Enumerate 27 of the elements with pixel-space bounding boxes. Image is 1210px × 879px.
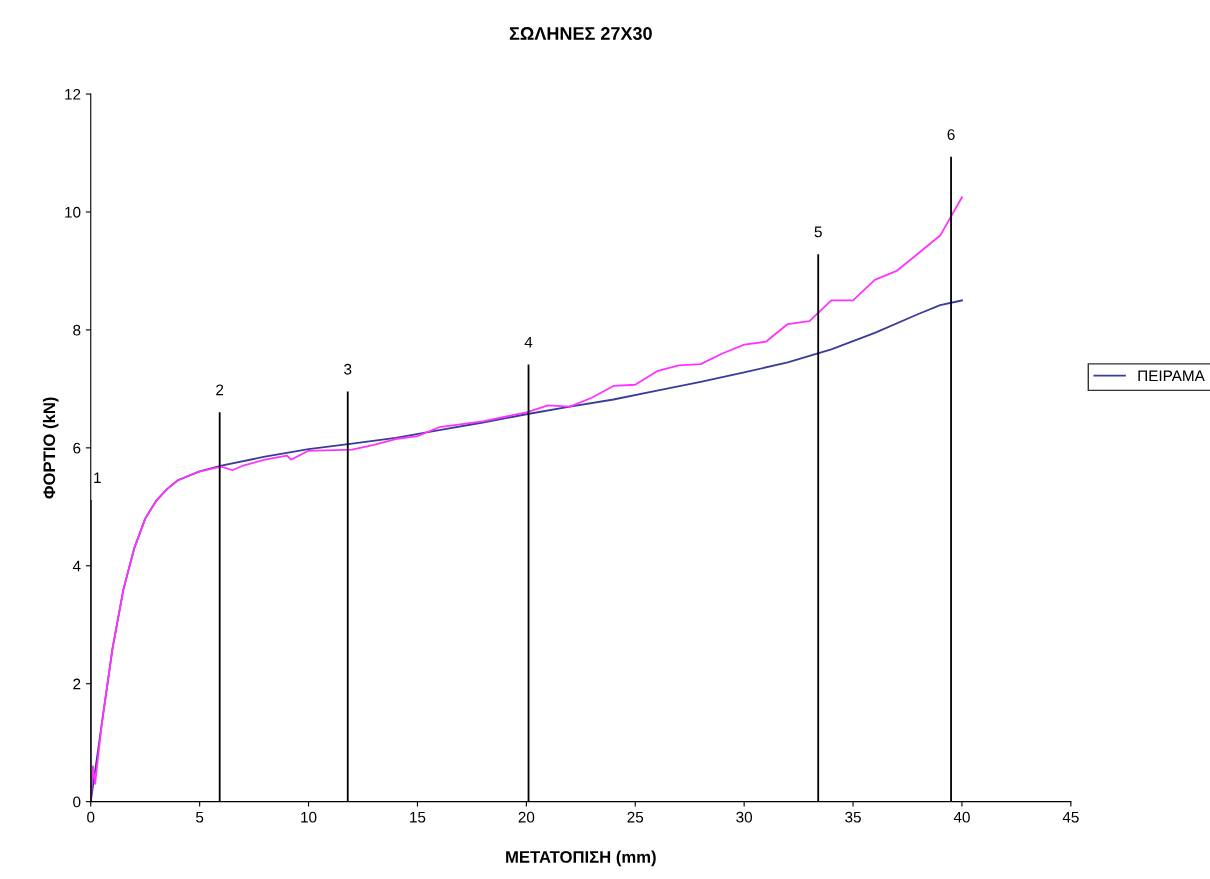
y-tick-label: 2	[73, 678, 81, 690]
annotation: 5	[814, 226, 822, 238]
x-tick-label: 30	[736, 811, 753, 823]
x-tick-label: 40	[953, 811, 970, 823]
y-tick-label: 6	[73, 442, 81, 454]
x-axis-title: ΜΕΤΑΤΟΠΙΣΗ (mm)	[506, 850, 656, 867]
y-axis-title: ΦΟΡΤΙΟ (kN)	[42, 397, 59, 499]
x-tick-label: 5	[196, 811, 204, 823]
x-tick-label: 15	[410, 811, 426, 823]
x-tick-label: 0	[87, 811, 95, 823]
y-tick-label: 10	[65, 206, 81, 218]
annotation: 1	[94, 472, 101, 484]
legend-label: ΠΕΙΡΑΜΑ	[1138, 370, 1205, 382]
annotation: 3	[344, 363, 352, 375]
chart-title: ΣΩΛΗΝΕΣ 27Χ30	[509, 27, 652, 40]
annotation: 4	[524, 336, 533, 348]
x-tick-label: 10	[301, 811, 317, 823]
x-tick-label: 20	[518, 811, 535, 823]
x-tick-label: 35	[845, 811, 861, 823]
y-tick-label: 0	[73, 796, 81, 808]
y-tick-label: 12	[65, 88, 81, 100]
y-tick-label: 8	[73, 324, 81, 336]
x-tick-label: 25	[627, 811, 644, 823]
x-tick-label: 45	[1062, 811, 1079, 823]
annotation: 6	[947, 129, 955, 140]
y-tick-label: 4	[72, 560, 81, 572]
annotation: 2	[216, 384, 224, 396]
